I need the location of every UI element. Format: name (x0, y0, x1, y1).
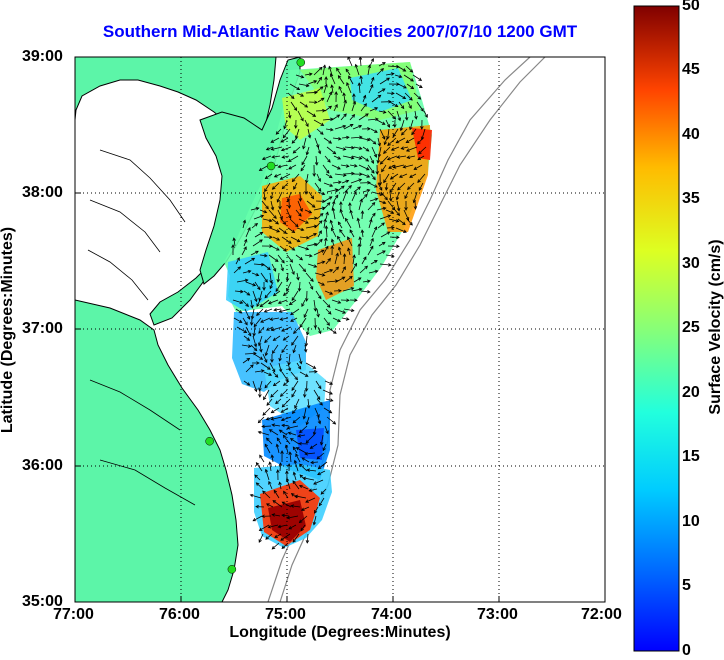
radar-station-marker (228, 565, 236, 573)
colorbar-tick-label: 35 (682, 190, 700, 208)
colorbar (634, 6, 679, 651)
radar-station-marker (206, 437, 214, 445)
colorbar-tick-label: 45 (682, 61, 700, 79)
colorbar-tick-label: 0 (682, 642, 691, 660)
x-tick-label: 76:00 (159, 606, 200, 624)
colorbar-tick-label: 20 (682, 384, 700, 402)
y-tick-label: 35:00 (22, 593, 63, 611)
colorbar-tick-label: 50 (682, 0, 700, 15)
y-tick-label: 38:00 (22, 184, 63, 202)
y-tick-label: 39:00 (22, 48, 63, 66)
x-tick-label: 74:00 (371, 606, 412, 624)
colorbar-tick-label: 15 (682, 448, 700, 466)
x-axis-label: Longitude (Degrees:Minutes) (75, 624, 605, 642)
colorbar-label: Surface Velocity (cm/s) (707, 239, 724, 414)
radar-station-marker (267, 162, 275, 170)
colorbar-tick-label: 5 (682, 577, 691, 595)
x-tick-label: 75:00 (265, 606, 306, 624)
radar-station-marker (297, 58, 305, 66)
colorbar-tick-label: 40 (682, 126, 700, 144)
x-tick-label: 73:00 (477, 606, 518, 624)
colorbar-tick-label: 30 (682, 255, 700, 273)
colorbar-tick-label: 25 (682, 319, 700, 337)
colorbar-tick-label: 10 (682, 513, 700, 531)
y-tick-label: 37:00 (22, 320, 63, 338)
y-axis-label: Latitude (Degrees:Minutes) (0, 227, 17, 433)
x-tick-label: 72:00 (581, 606, 622, 624)
y-tick-label: 36:00 (22, 457, 63, 475)
